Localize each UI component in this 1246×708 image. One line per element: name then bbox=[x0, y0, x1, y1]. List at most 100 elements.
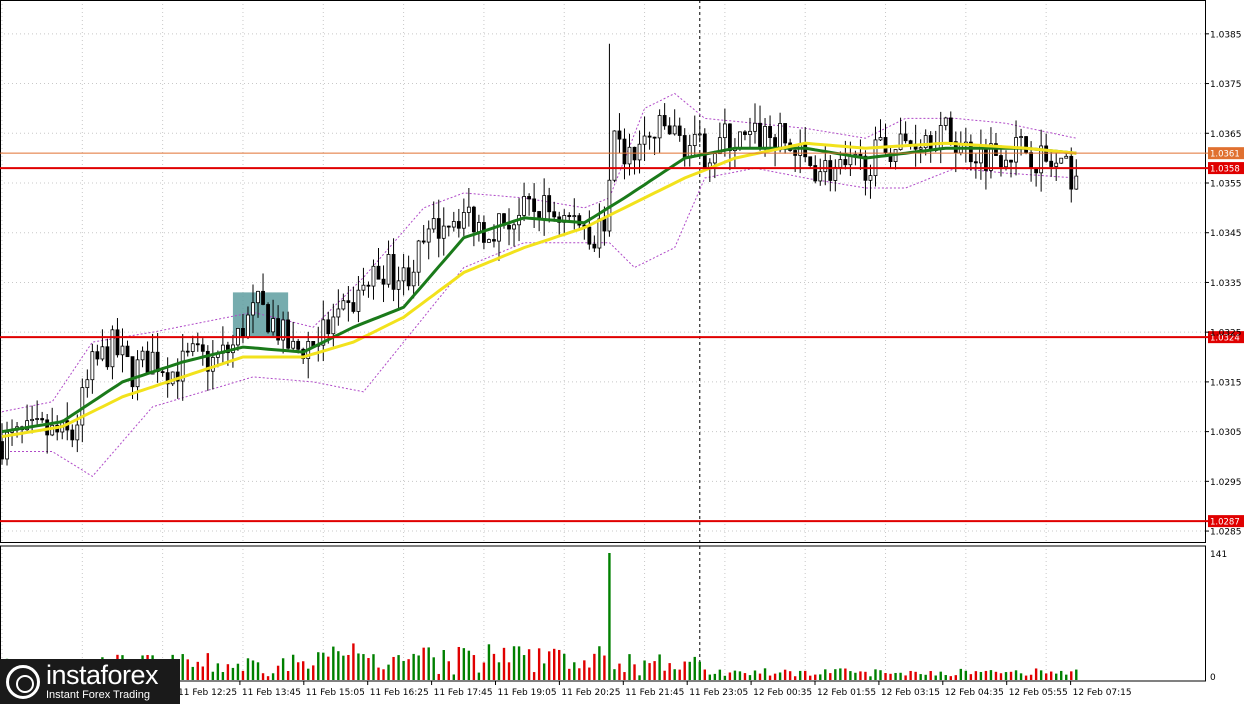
candle bbox=[999, 145, 1003, 177]
candle bbox=[522, 182, 526, 222]
candle bbox=[808, 156, 813, 168]
candle bbox=[717, 122, 722, 155]
candle bbox=[758, 105, 762, 151]
volume-bar bbox=[226, 664, 230, 680]
volume-bar bbox=[839, 668, 842, 680]
volume-bar bbox=[829, 673, 832, 680]
candle bbox=[65, 402, 70, 441]
candle bbox=[406, 255, 411, 291]
candle bbox=[943, 116, 948, 131]
volume-bar bbox=[814, 674, 817, 680]
volume-bar bbox=[984, 670, 988, 680]
volume-bar bbox=[748, 675, 752, 680]
volume-bar bbox=[472, 655, 476, 680]
volume-bar bbox=[417, 655, 420, 680]
volume-bar bbox=[281, 658, 285, 680]
volume-bar bbox=[241, 670, 245, 680]
volume-bar bbox=[347, 654, 350, 680]
volume-bar bbox=[251, 660, 255, 680]
candle bbox=[818, 158, 823, 186]
price-tick-label: 1.0335 bbox=[1210, 279, 1242, 289]
candle bbox=[145, 341, 150, 375]
price-tick-label: 1.0355 bbox=[1210, 180, 1242, 190]
candle bbox=[637, 130, 642, 174]
volume-bar bbox=[302, 661, 305, 680]
volume-bar bbox=[1075, 669, 1078, 680]
volume-bar bbox=[718, 669, 722, 680]
volume-bar bbox=[904, 675, 907, 680]
candle bbox=[100, 329, 105, 362]
volume-bar bbox=[442, 650, 445, 680]
time-tick-label: 12 Feb 04:35 bbox=[945, 688, 1004, 698]
candle bbox=[346, 286, 351, 322]
volume-bar bbox=[728, 672, 732, 680]
candle bbox=[537, 211, 542, 232]
volume-bar bbox=[698, 661, 701, 680]
candle bbox=[150, 333, 155, 375]
volume-bar bbox=[327, 656, 330, 680]
volume-bar bbox=[512, 646, 516, 680]
time-tick-label: 11 Feb 23:05 bbox=[689, 688, 748, 698]
logo-tagline: Instant Forex Trading bbox=[46, 689, 150, 701]
candle bbox=[441, 207, 446, 256]
volume-bar bbox=[402, 660, 405, 680]
candle bbox=[195, 332, 200, 352]
volume-bar bbox=[246, 658, 250, 680]
volume-bar bbox=[598, 646, 601, 680]
volume-bar bbox=[1070, 671, 1073, 680]
candle bbox=[1059, 157, 1064, 164]
candle bbox=[471, 205, 476, 247]
volume-bar bbox=[763, 668, 767, 680]
candle bbox=[95, 344, 100, 366]
candle bbox=[185, 342, 190, 357]
volume-bar bbox=[668, 663, 671, 680]
candle bbox=[336, 289, 341, 326]
volume-bar bbox=[573, 662, 576, 680]
volume-bar bbox=[407, 659, 410, 680]
price-tick-label: 1.0385 bbox=[1210, 30, 1242, 40]
candle bbox=[542, 178, 547, 236]
candle bbox=[572, 198, 577, 230]
price-tick-label: 1.0315 bbox=[1210, 378, 1242, 388]
candle bbox=[768, 115, 772, 151]
volume-bar bbox=[276, 665, 280, 680]
instaforex-logo-icon bbox=[6, 664, 40, 699]
volume-bar bbox=[322, 652, 325, 680]
volume-bar bbox=[542, 663, 546, 680]
candle bbox=[702, 128, 707, 170]
volume-bar bbox=[1009, 671, 1013, 680]
candle bbox=[979, 129, 983, 180]
candle bbox=[617, 113, 622, 154]
candle bbox=[70, 424, 75, 448]
volume-bar bbox=[447, 661, 450, 680]
candle bbox=[165, 357, 170, 398]
candle bbox=[743, 130, 747, 141]
volume-bar bbox=[934, 675, 937, 680]
volume-bar bbox=[532, 672, 536, 680]
volume-bar bbox=[191, 666, 194, 680]
candle bbox=[376, 247, 381, 280]
volume-bar bbox=[849, 671, 852, 680]
candle bbox=[512, 219, 516, 247]
candle bbox=[632, 146, 637, 175]
candle bbox=[40, 411, 45, 423]
candle bbox=[431, 201, 436, 233]
time-tick-label: 12 Feb 00:35 bbox=[753, 688, 812, 698]
time-tick-label: 12 Feb 01:55 bbox=[817, 688, 876, 698]
volume-bar bbox=[1004, 672, 1008, 680]
volume-bar bbox=[773, 673, 777, 680]
volume-bar bbox=[693, 656, 696, 680]
moving-average-2 bbox=[1, 141, 1077, 439]
volume-bar bbox=[588, 667, 591, 680]
volume-bar bbox=[663, 670, 666, 680]
volume-bar bbox=[397, 655, 400, 680]
volume-bar bbox=[201, 666, 204, 680]
volume-bar bbox=[683, 661, 686, 680]
candle bbox=[833, 159, 838, 192]
time-tick-label: 11 Feb 20:25 bbox=[561, 688, 620, 698]
volume-bar bbox=[317, 652, 320, 680]
candle bbox=[381, 265, 386, 303]
volume-bar bbox=[372, 654, 375, 680]
volume-bar bbox=[517, 646, 521, 680]
candle bbox=[813, 155, 818, 184]
